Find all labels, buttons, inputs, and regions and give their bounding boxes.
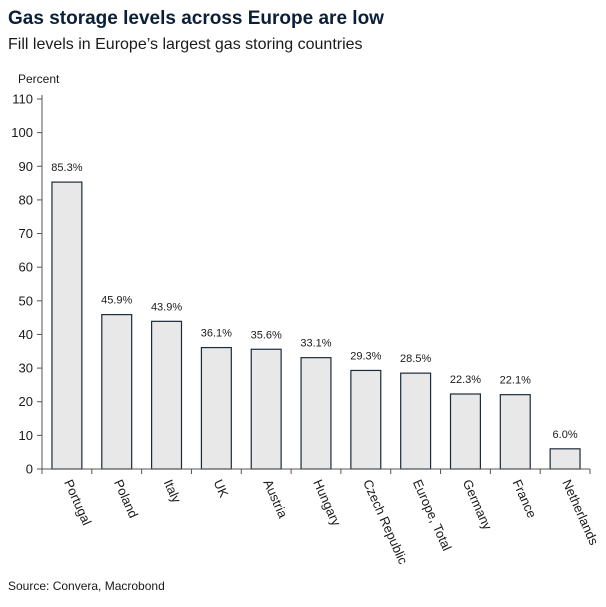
y-tick-label: 20 bbox=[19, 394, 33, 409]
x-tick-label: Netherlands bbox=[559, 477, 601, 548]
chart-subtitle: Fill levels in Europe’s largest gas stor… bbox=[8, 36, 363, 53]
data-label: 28.5% bbox=[400, 353, 431, 365]
bar bbox=[300, 357, 332, 470]
x-tick-label: Austria bbox=[260, 477, 290, 521]
y-tick-label: 110 bbox=[12, 92, 33, 107]
y-tick-label: 60 bbox=[19, 260, 33, 275]
bars: 85.3% 45.9% 43.9% 36.1% 35.6% 33.1% 29.3% 28.5%… bbox=[51, 162, 581, 470]
x-tick-label: Poland bbox=[111, 477, 141, 520]
bar bbox=[51, 181, 83, 470]
y-tick-label: 100 bbox=[11, 125, 33, 140]
x-tick-label: Hungary bbox=[310, 477, 344, 528]
data-label: 85.3% bbox=[51, 162, 82, 174]
bar bbox=[101, 314, 133, 470]
y-tick-label: 10 bbox=[19, 428, 33, 443]
x-axis: Portugal Poland Italy UK Austria Hungary Czech… bbox=[41, 468, 602, 567]
data-label: 6.0% bbox=[553, 429, 578, 441]
data-label: 45.9% bbox=[101, 295, 132, 307]
x-tick-label: Europe, Total bbox=[410, 477, 455, 553]
source-note: Source: Convera, Macrobond bbox=[8, 579, 165, 593]
data-label: 22.1% bbox=[500, 375, 531, 387]
y-tick-label: 70 bbox=[19, 226, 33, 241]
y-tick-label: 50 bbox=[19, 293, 33, 308]
y-tick-label: 30 bbox=[19, 361, 33, 376]
y-tick-label: 0 bbox=[26, 462, 33, 477]
x-tick-label: UK bbox=[211, 477, 232, 500]
data-label: 35.6% bbox=[251, 329, 282, 341]
data-label: 29.3% bbox=[350, 350, 381, 362]
bar bbox=[400, 372, 432, 470]
y-axis: 0 10 20 30 40 50 60 70 80 90 100 110 bbox=[11, 92, 43, 477]
bar bbox=[549, 448, 581, 470]
bar bbox=[499, 394, 531, 470]
x-tick-label: France bbox=[510, 477, 540, 520]
y-tick-label: 90 bbox=[19, 159, 33, 174]
data-label: 22.3% bbox=[450, 374, 481, 386]
chart-title: Gas storage levels across Europe are low bbox=[8, 8, 384, 29]
x-tick-label: Czech Republic bbox=[360, 477, 411, 567]
x-tick-label: Portugal bbox=[61, 477, 94, 527]
x-tick-label: Germany bbox=[460, 477, 496, 532]
data-label: 33.1% bbox=[300, 338, 331, 350]
data-label: 36.1% bbox=[201, 328, 232, 340]
bar bbox=[151, 320, 183, 470]
data-label: 43.9% bbox=[151, 301, 182, 313]
x-tick-label: Italy bbox=[161, 477, 185, 505]
y-axis-label: Percent bbox=[18, 72, 60, 86]
y-tick-label: 80 bbox=[19, 192, 33, 207]
bar bbox=[449, 393, 482, 470]
bar bbox=[200, 346, 232, 470]
bar bbox=[350, 369, 382, 470]
bar bbox=[250, 348, 282, 470]
y-tick-label: 40 bbox=[19, 327, 33, 342]
